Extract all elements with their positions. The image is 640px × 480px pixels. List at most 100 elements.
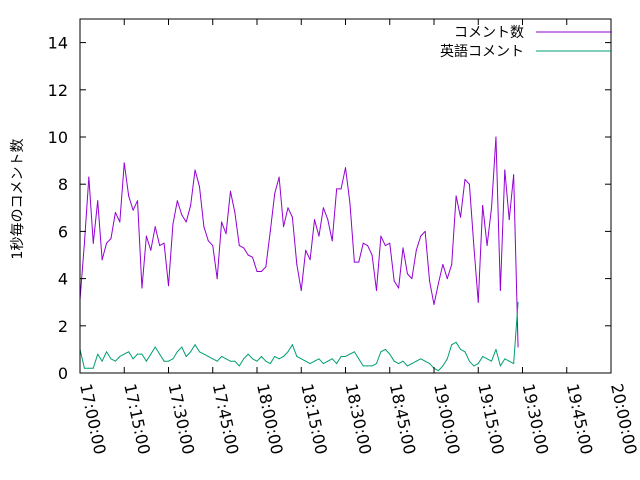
series-2-segment-78: [420, 358, 426, 362]
series-2-segment-98: [508, 360, 515, 365]
series-1-segment-35: [229, 190, 236, 214]
series-2-segment-9: [114, 355, 121, 362]
series-1-segment-57: [327, 219, 333, 242]
series-2-segment-8: [110, 358, 116, 362]
series-1-segment-79: [424, 230, 431, 282]
series-1-segment-34: [225, 190, 231, 235]
series-1-segment-71: [389, 242, 395, 282]
series-2-segment-28: [198, 351, 205, 355]
series-2-segment-51: [300, 358, 307, 362]
y-tick-label-10: 10: [48, 128, 68, 147]
series-2-segment-72: [393, 360, 400, 365]
series-2-segment-30: [207, 355, 214, 360]
series-1-segment-70: [384, 242, 391, 247]
series-1-segment-55: [318, 207, 324, 237]
series-1-segment-23: [176, 200, 183, 216]
series-2-segment-79: [424, 360, 431, 365]
series-2-segment-70: [384, 348, 391, 355]
series-2-segment-55: [318, 358, 324, 365]
series-1-segment-65: [362, 242, 369, 247]
series-2-segment-88: [464, 351, 470, 362]
series-1-segment-89: [468, 183, 475, 247]
series-2-segment-90: [473, 363, 479, 367]
series-2-segment-24: [181, 346, 187, 357]
series-2-segment-83: [442, 358, 448, 367]
series-2-segment-4: [92, 353, 99, 369]
series-2-segment-47: [283, 351, 289, 357]
series-2-segment-82: [437, 365, 444, 372]
series-1-segment-93: [486, 207, 493, 247]
series-1-segment-17: [150, 226, 156, 251]
series-2-segment-86: [455, 341, 462, 350]
series-1-segment-43: [265, 230, 271, 268]
series-2-segment-58: [331, 358, 338, 365]
series-1-segment-38: [243, 247, 249, 256]
series-1-segment-44: [269, 193, 276, 232]
series-1-segment-19: [159, 242, 165, 247]
series-1-segment-75: [406, 273, 413, 280]
series-1-segment-78: [420, 230, 426, 237]
series-2-segment-97: [504, 358, 510, 362]
series-1-segment-42: [260, 266, 267, 273]
series-1-segment-25: [185, 204, 192, 223]
series-2-segment-91: [477, 355, 484, 365]
series-1-segment-18: [154, 226, 161, 247]
series-2-segment-53: [309, 360, 316, 365]
series-1-segment-69: [380, 235, 386, 247]
series-2-segment-26: [190, 344, 196, 353]
series-1-segment-46: [278, 176, 285, 228]
series-1-segment-21: [168, 223, 174, 287]
series-1-segment-85: [451, 195, 457, 265]
series-2-segment-76: [411, 360, 417, 365]
series-1-segment-72: [393, 280, 400, 289]
series-1-segment-12: [128, 195, 134, 211]
series-1-segment-54: [314, 219, 320, 237]
series-1-segment-51: [300, 249, 307, 291]
series-1-segment-83: [442, 263, 448, 280]
series-1-segment-40: [252, 256, 258, 273]
series-1-segment-16: [145, 235, 152, 251]
series-1-segment-74: [402, 247, 408, 275]
series-1-segment-26: [190, 169, 196, 206]
series-2-segment-99: [513, 301, 519, 365]
series-2-segment-56: [322, 360, 329, 365]
series-2-segment-17: [150, 346, 156, 355]
series-1-segment-95: [495, 136, 501, 291]
series-2-segment-46: [278, 355, 285, 360]
series-1-segment-77: [415, 235, 422, 251]
series-1-segment-33: [221, 221, 227, 235]
series-1-segment-39: [247, 254, 254, 258]
legend-label-1: コメント数: [454, 25, 524, 41]
series-1-segment-15: [141, 235, 147, 289]
series-2-segment-64: [358, 358, 364, 367]
series-2-segment-94: [491, 348, 497, 362]
series-2-segment-61: [345, 353, 351, 357]
series-1-segment-49: [291, 216, 298, 265]
series-layer: [79, 136, 519, 372]
series-1-segment-45: [274, 176, 280, 195]
series-1-segment-2: [83, 176, 90, 244]
series-1-segment-20: [163, 242, 169, 287]
series-1-segment-22: [172, 200, 178, 225]
series-2-segment-62: [349, 351, 355, 355]
series-1-segment-98: [508, 174, 515, 221]
series-1-segment-3: [88, 176, 94, 244]
series-2-segment-48: [287, 344, 293, 353]
series-2-segment-59: [336, 355, 342, 365]
series-1-segment-32: [216, 221, 223, 280]
series-2-segment-80: [429, 363, 435, 369]
series-1-segment-90: [473, 245, 479, 303]
series-2-segment-36: [234, 360, 240, 367]
series-2-segment-50: [296, 355, 302, 360]
series-1-segment-97: [504, 169, 510, 221]
y-tick-label-8: 8: [58, 175, 68, 194]
series-2-segment-32: [216, 355, 223, 362]
series-2-segment-16: [145, 353, 152, 362]
y-tick-label-6: 6: [58, 222, 68, 241]
series-1-segment-94: [491, 136, 497, 209]
series-2-segment-45: [274, 355, 280, 360]
series-2-segment-25: [185, 351, 192, 357]
series-1-segment-37: [238, 245, 245, 249]
